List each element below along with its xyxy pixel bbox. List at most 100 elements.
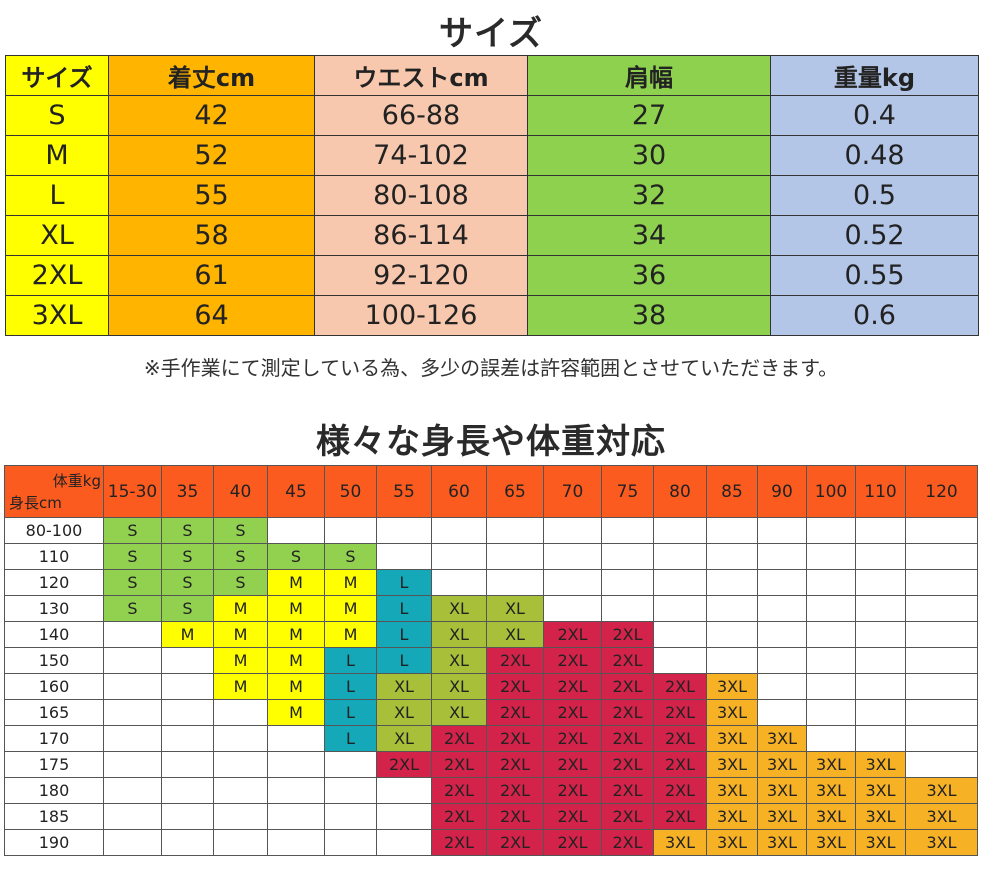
- size-cell: M: [267, 699, 325, 726]
- empty-cell: [324, 777, 377, 804]
- size-value-cell: 100-126: [314, 295, 528, 336]
- size-table-header: 重量kg: [770, 55, 979, 96]
- size-cell: 3XL: [757, 777, 807, 804]
- size-cell: 2XL: [653, 699, 707, 726]
- size-cell: 3XL: [706, 751, 758, 778]
- size-table-header: 着丈cm: [108, 55, 315, 96]
- empty-cell: [431, 543, 487, 570]
- size-cell: XL: [376, 699, 432, 726]
- weight-header-cell: 100: [806, 465, 856, 518]
- size-cell: 2XL: [601, 803, 654, 830]
- size-value-cell: 27: [527, 95, 771, 136]
- size-cell: 2XL: [653, 725, 707, 752]
- empty-cell: [601, 517, 654, 544]
- empty-cell: [806, 725, 856, 752]
- height-label-cell: 120: [4, 569, 104, 596]
- empty-cell: [601, 595, 654, 622]
- weight-header-cell: 15-30: [103, 465, 162, 518]
- size-cell: XL: [486, 595, 544, 622]
- size-cell: 2XL: [601, 699, 654, 726]
- size-cell: 2XL: [543, 829, 602, 856]
- size-cell: 2XL: [601, 673, 654, 700]
- size-cell: XL: [431, 673, 487, 700]
- height-row: 110 S S S S S: [4, 543, 978, 570]
- size-table-header: 肩幅: [527, 55, 771, 96]
- empty-cell: [806, 647, 856, 674]
- height-row: 180 2XL 2XL 2XL 2XL 2XL 3XL 3XL 3XL 3XL 3XL: [4, 777, 978, 804]
- empty-cell: [706, 517, 758, 544]
- size-cell: 2XL: [601, 621, 654, 648]
- weight-header-cell: 65: [486, 465, 544, 518]
- height-row: 165 M L XL XL 2XL 2XL 2XL 2XL 3XL: [4, 699, 978, 726]
- size-table-row: M 52 74-102 30 0.48: [5, 135, 979, 176]
- empty-cell: [706, 647, 758, 674]
- empty-cell: [213, 751, 268, 778]
- weight-header-cell: 80: [653, 465, 707, 518]
- empty-cell: [376, 543, 432, 570]
- empty-cell: [213, 777, 268, 804]
- weight-header-cell: 35: [161, 465, 214, 518]
- size-cell: 2XL: [486, 829, 544, 856]
- empty-cell: [486, 517, 544, 544]
- size-value-cell: 0.6: [770, 295, 979, 336]
- size-cell: 2XL: [486, 803, 544, 830]
- size-cell: 2XL: [601, 829, 654, 856]
- empty-cell: [103, 647, 162, 674]
- empty-cell: [855, 673, 906, 700]
- size-value-cell: 0.55: [770, 255, 979, 296]
- empty-cell: [161, 725, 214, 752]
- height-label-cell: 180: [4, 777, 104, 804]
- size-cell: XL: [486, 621, 544, 648]
- empty-cell: [905, 647, 978, 674]
- empty-cell: [543, 595, 602, 622]
- empty-cell: [161, 647, 214, 674]
- empty-cell: [161, 777, 214, 804]
- empty-cell: [806, 569, 856, 596]
- height-label-cell: 190: [4, 829, 104, 856]
- empty-cell: [267, 725, 325, 752]
- size-table: サイズ 着丈cm ウエストcm 肩幅 重量kg S 42 66-88 27 0.4 M 52…: [5, 55, 979, 336]
- empty-cell: [653, 621, 707, 648]
- empty-cell: [161, 803, 214, 830]
- weight-header-cell: 120: [905, 465, 978, 518]
- height-row: 130 S S M M M L XL XL: [4, 595, 978, 622]
- empty-cell: [267, 803, 325, 830]
- empty-cell: [161, 751, 214, 778]
- empty-cell: [103, 829, 162, 856]
- size-cell: 3XL: [706, 803, 758, 830]
- size-value-cell: 58: [108, 215, 315, 256]
- size-cell: 2XL: [653, 803, 707, 830]
- empty-cell: [324, 751, 377, 778]
- weight-header-cell: 60: [431, 465, 487, 518]
- empty-cell: [161, 699, 214, 726]
- size-cell: S: [103, 569, 162, 596]
- weight-header-cell: 50: [324, 465, 377, 518]
- size-cell: M: [213, 595, 268, 622]
- height-label-cell: 160: [4, 673, 104, 700]
- size-cell: S: [213, 517, 268, 544]
- weight-header-cell: 75: [601, 465, 654, 518]
- size-cell: L: [324, 725, 377, 752]
- empty-cell: [543, 517, 602, 544]
- size-table-header: ウエストcm: [314, 55, 528, 96]
- size-label-cell: 2XL: [5, 255, 109, 296]
- size-cell: 2XL: [543, 751, 602, 778]
- size-cell: 3XL: [757, 829, 807, 856]
- size-cell: 2XL: [543, 725, 602, 752]
- empty-cell: [855, 699, 906, 726]
- empty-cell: [486, 569, 544, 596]
- empty-cell: [103, 777, 162, 804]
- size-label-cell: S: [5, 95, 109, 136]
- size-value-cell: 0.52: [770, 215, 979, 256]
- size-cell: XL: [431, 595, 487, 622]
- empty-cell: [103, 725, 162, 752]
- size-cell: 3XL: [706, 673, 758, 700]
- empty-cell: [213, 803, 268, 830]
- empty-cell: [757, 621, 807, 648]
- empty-cell: [905, 569, 978, 596]
- size-cell: 2XL: [486, 673, 544, 700]
- size-value-cell: 0.48: [770, 135, 979, 176]
- height-row: 80-100 S S S: [4, 517, 978, 544]
- empty-cell: [213, 829, 268, 856]
- height-label-cell: 185: [4, 803, 104, 830]
